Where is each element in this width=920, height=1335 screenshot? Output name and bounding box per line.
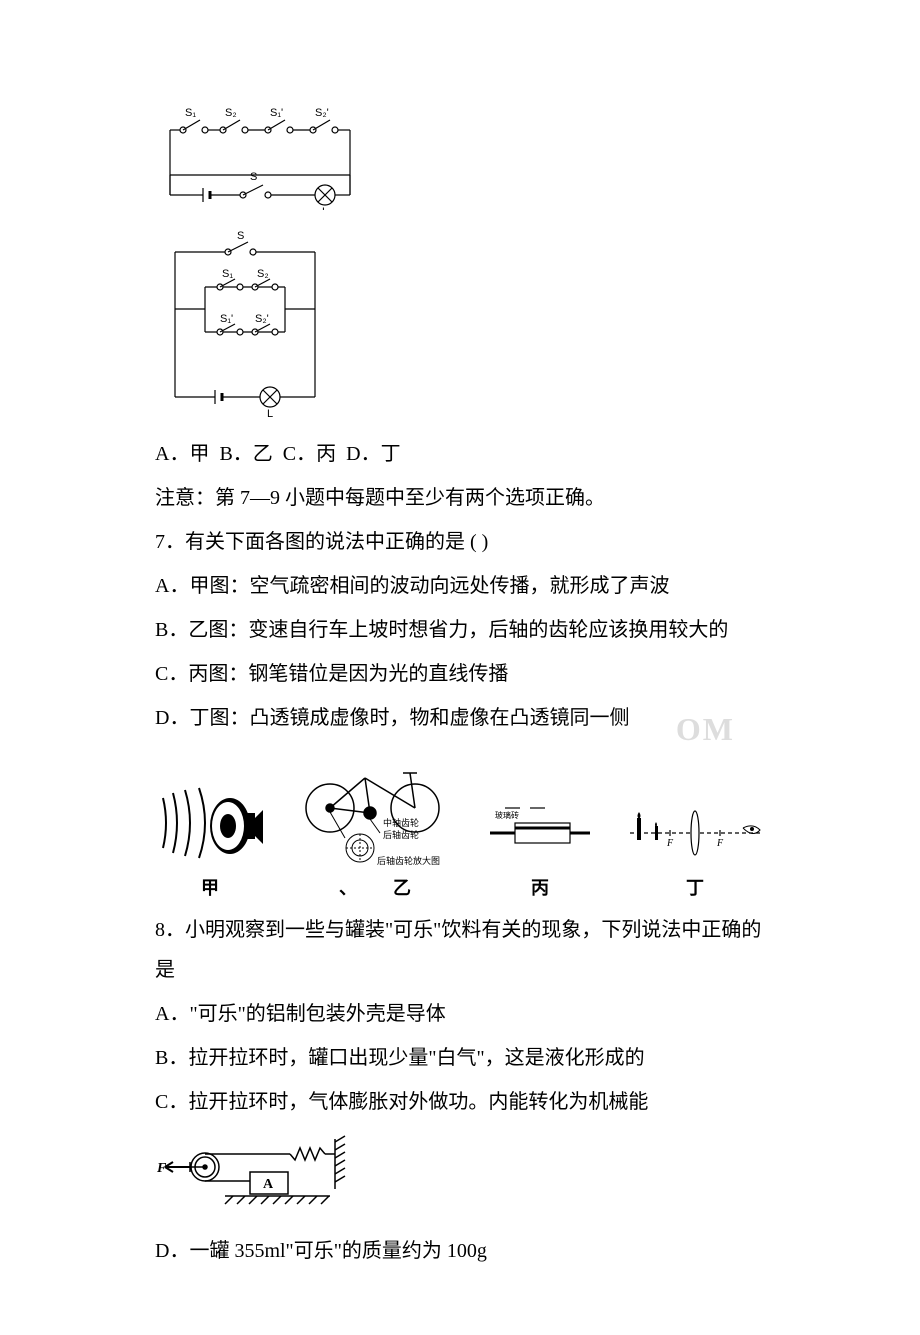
- circuit2-s1p-label: S₁': [220, 313, 233, 325]
- lens-f1-label: F: [666, 838, 674, 849]
- q6-b-prefix: B．: [219, 443, 252, 465]
- q7-jia-label: 甲: [201, 874, 219, 900]
- q7-figure-ding: F F 丁: [625, 798, 765, 900]
- q6-d-prefix: D．: [346, 443, 380, 465]
- q7-figure-bing: 玻璃砖 丙: [485, 798, 595, 900]
- bike-mid-label: 中轴齿轮: [383, 817, 419, 828]
- q6-c-prefix: C．: [283, 443, 316, 465]
- bicycle-icon: 中轴齿轮 后轴齿轮 后轴齿轮放大图: [295, 758, 455, 868]
- q8-option-c: C．拉开拉环时，气体膨胀对外做功。内能转化为机械能: [155, 1082, 765, 1122]
- q6-options-line: A．甲 B．乙 C．丙 D．丁: [155, 434, 765, 474]
- soundwave-icon: [155, 778, 265, 868]
- circuit1-s2p-label: S₂': [315, 107, 329, 119]
- circuit2-s1-label: S₁: [222, 268, 233, 280]
- q8-stem: 8．小明观察到一些与罐装"可乐"饮料有关的现象，下列说法中正确的是: [155, 910, 765, 990]
- circuit1-l-label: L: [322, 206, 328, 210]
- pulley-figure: F A: [155, 1134, 765, 1219]
- q6-d-text: 丁: [381, 443, 401, 465]
- q7-dun: 、: [339, 878, 357, 898]
- q7-ding-label: 丁: [686, 874, 704, 900]
- q7-stem: 7．有关下面各图的说法中正确的是 ( ): [155, 522, 765, 562]
- lens-f2-label: F: [716, 838, 724, 849]
- q6-a-text: 甲: [189, 443, 209, 465]
- q7-option-c: C．丙图：钢笔错位是因为光的直线传播: [155, 654, 765, 694]
- q7-bing-label: 丙: [531, 874, 549, 900]
- q8-option-b: B．拉开拉环时，罐口出现少量"白气"，这是液化形成的: [155, 1038, 765, 1078]
- circuit2-s2p-label: S₂': [255, 313, 269, 325]
- pulley-f-label: F: [156, 1161, 167, 1176]
- q7-figure-yi: 中轴齿轮 后轴齿轮 后轴齿轮放大图 、 乙: [295, 758, 455, 900]
- circuit-diagram-bottom: S S₁ S₂ S₁' S₂' L: [160, 227, 765, 422]
- svg-text:玻璃砖: 玻璃砖: [495, 810, 519, 820]
- circuit2-s2-label: S₂: [257, 268, 269, 280]
- q7-option-a: A．甲图：空气疏密相间的波动向远处传播，就形成了声波: [155, 566, 765, 606]
- q7-option-d-wrapper: D．丁图：凸透镜成虚像时，物和虚像在凸透镜同一侧 OM: [155, 698, 765, 738]
- circuit2-l-label: L: [267, 408, 273, 417]
- refraction-icon: 玻璃砖: [485, 798, 595, 868]
- lens-icon: F F: [625, 798, 765, 868]
- pulley-a-label: A: [263, 1177, 274, 1192]
- q6-c-text: 丙: [316, 443, 336, 465]
- circuit1-s1p-label: S₁': [270, 107, 283, 119]
- q7-option-b: B．乙图：变速自行车上坡时想省力，后轴的齿轮应该换用较大的: [155, 610, 765, 650]
- watermark: OM: [676, 697, 735, 761]
- circuit1-s1-label: S₁: [185, 107, 196, 119]
- circuit1-s-label: S: [250, 171, 257, 183]
- bike-back-label: 后轴齿轮: [383, 829, 419, 840]
- circuit1-s2-label: S₂: [225, 107, 237, 119]
- circuit2-s-label: S: [237, 230, 244, 242]
- bike-zoom-label: 后轴齿轮放大图: [377, 855, 440, 866]
- q7-figure-jia: 甲: [155, 778, 265, 900]
- q7-option-d: D．丁图：凸透镜成虚像时，物和虚像在凸透镜同一侧: [155, 707, 629, 729]
- q8-option-a: A．"可乐"的铝制包装外壳是导体: [155, 994, 765, 1034]
- notice-text: 注意：第 7—9 小题中每题中至少有两个选项正确。: [155, 478, 765, 518]
- circuit2-svg: S S₁ S₂ S₁' S₂' L: [160, 227, 360, 417]
- q6-b-text: 乙: [253, 443, 273, 465]
- q7-yi-label-wrapper: 、 乙: [339, 874, 411, 900]
- q8-option-d: D．一罐 355ml"可乐"的质量约为 100g: [155, 1231, 765, 1271]
- pulley-icon: F A: [155, 1134, 355, 1214]
- circuit1-svg: S₁ S₂ S₁' S₂' S L: [160, 100, 360, 210]
- q7-yi-label: 乙: [393, 878, 411, 898]
- circuit-diagram-top: S₁ S₂ S₁' S₂' S L: [160, 100, 765, 215]
- q7-figures-row: 甲: [155, 758, 765, 900]
- q6-a-prefix: A．: [155, 443, 189, 465]
